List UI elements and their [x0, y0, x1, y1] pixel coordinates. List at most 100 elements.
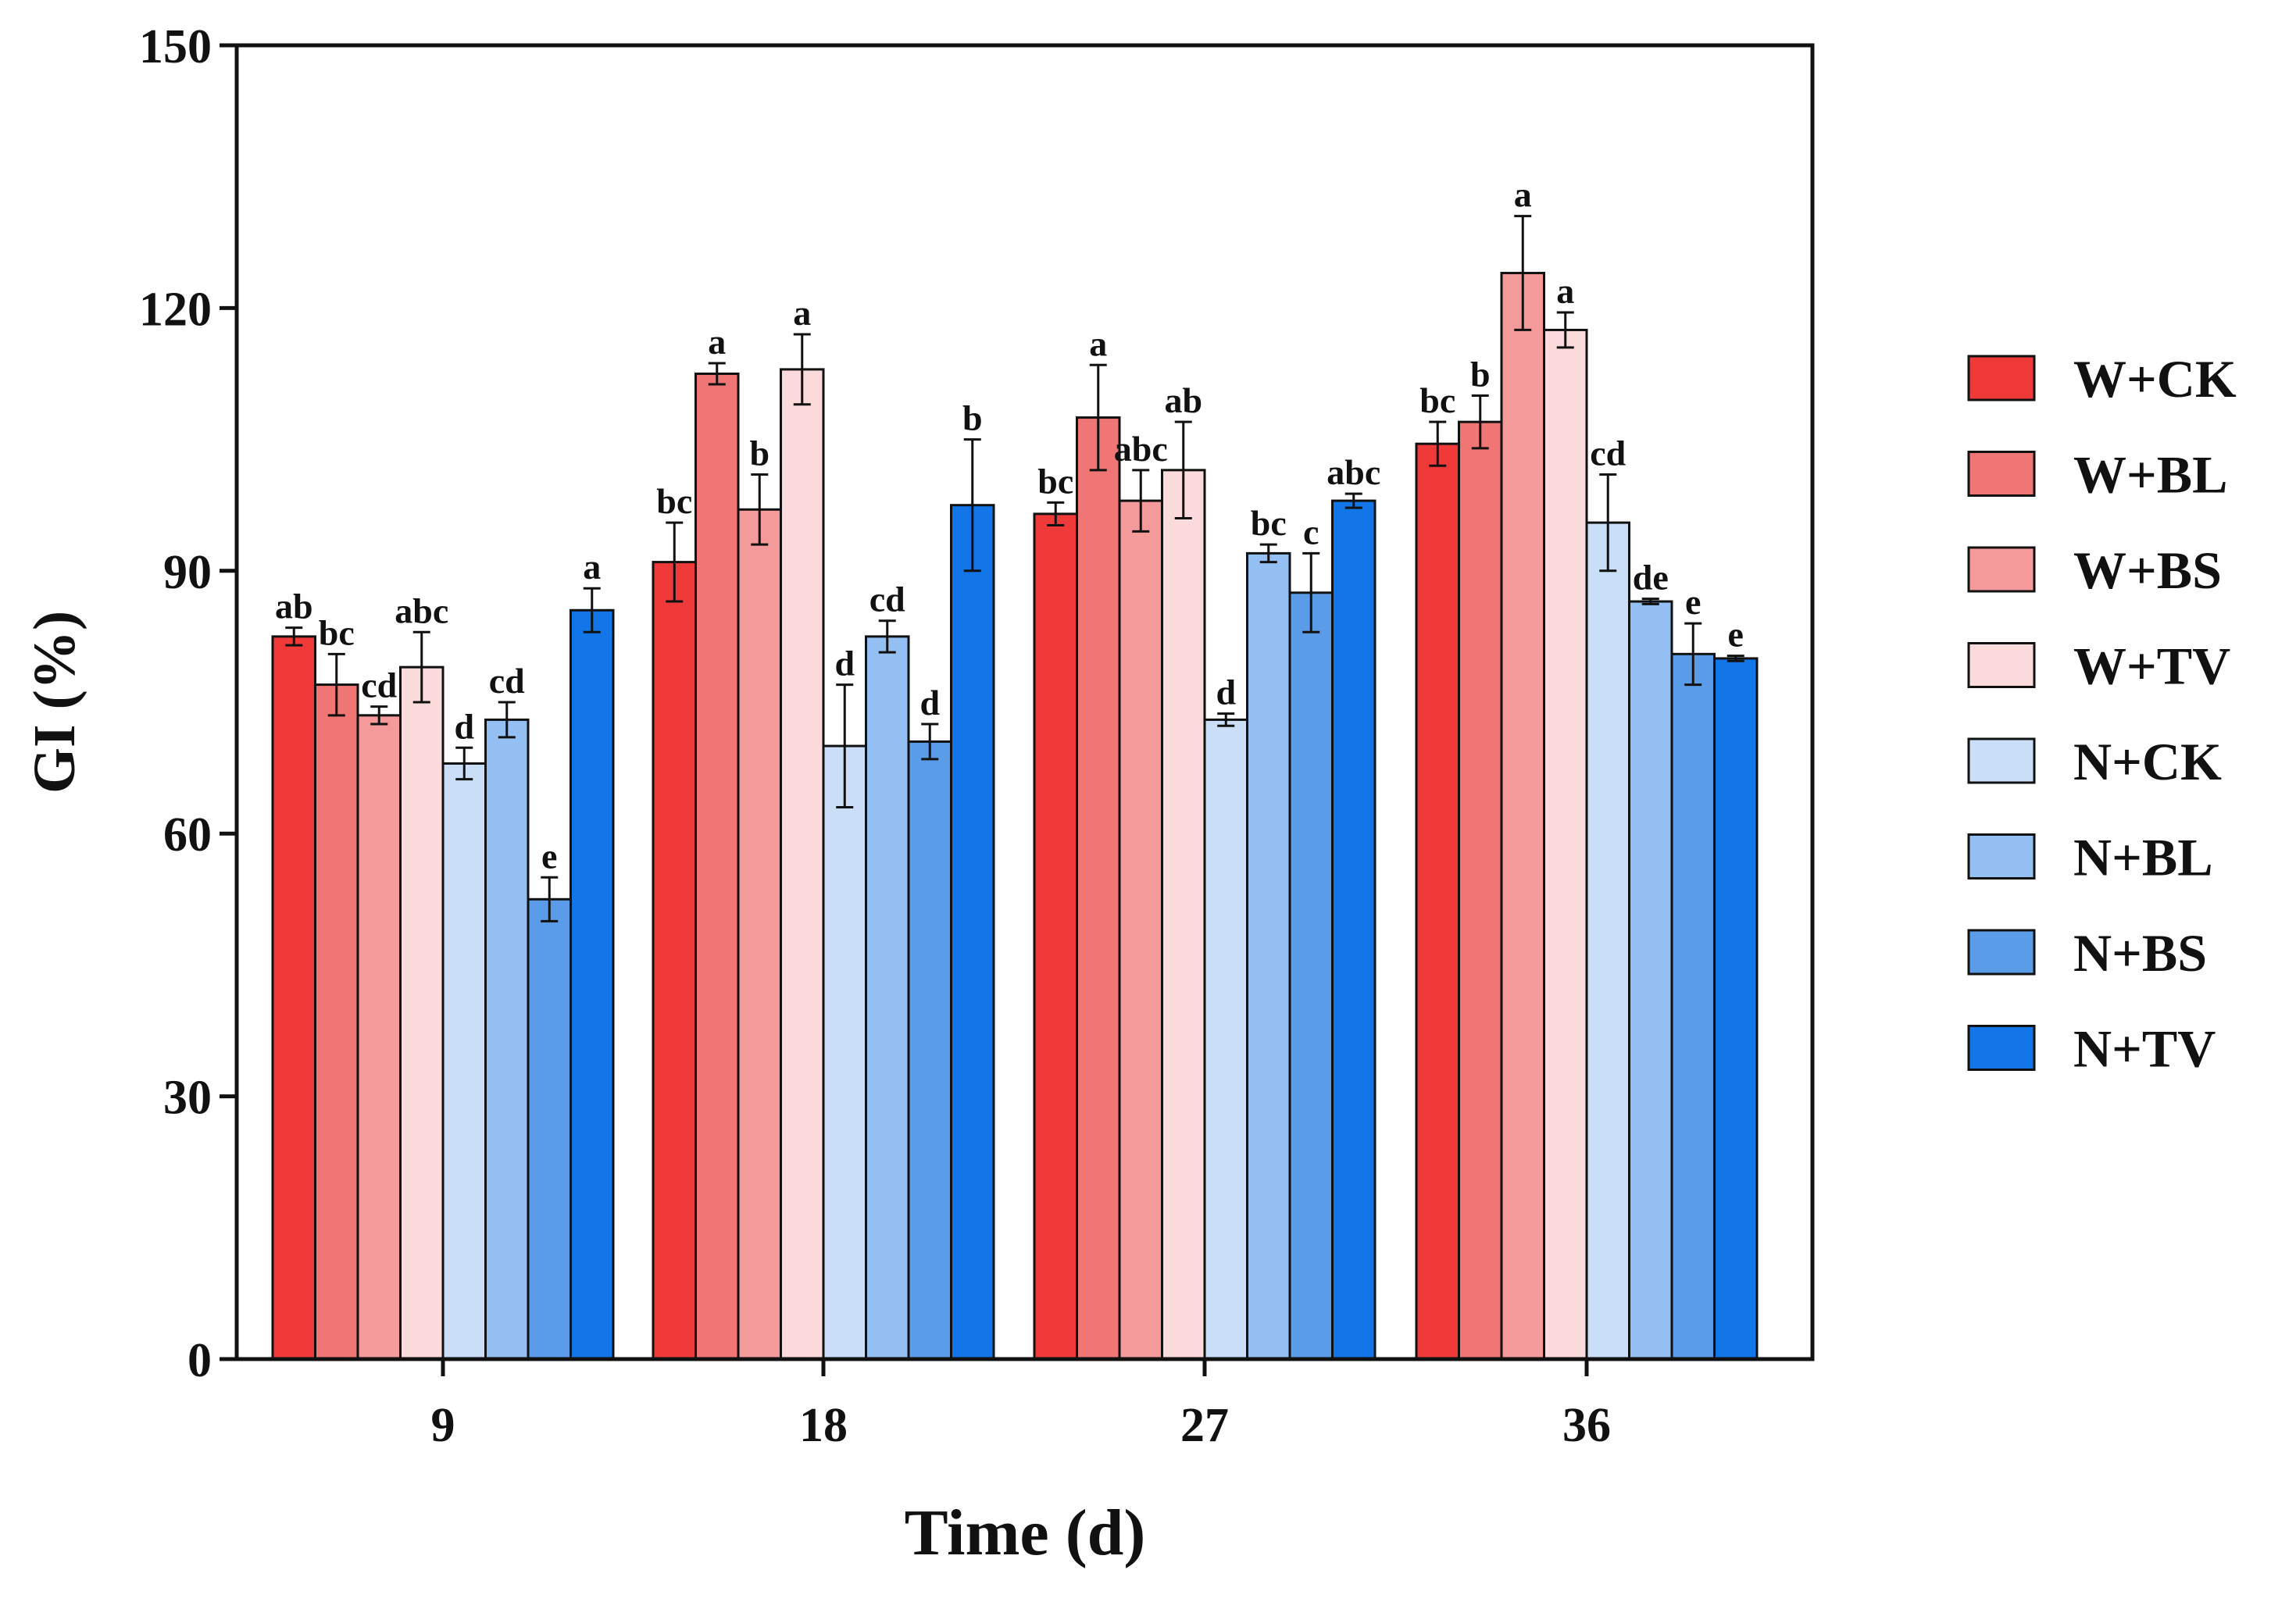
x-tick-label: 9	[431, 1399, 455, 1452]
significance-letter: b	[962, 398, 983, 438]
error-bar-N+BS-day-36	[1684, 622, 1702, 687]
significance-letter: d	[1216, 673, 1236, 712]
error-bar-W+TV-day-27	[1174, 420, 1192, 520]
error-bar-W+TV-day-9	[412, 630, 430, 704]
legend-label: N+TV	[2073, 1019, 2216, 1079]
legend-label: N+BS	[2073, 923, 2207, 983]
x-axis-title: Time (d)	[905, 1497, 1146, 1569]
bar-N+BL-day-27	[1246, 551, 1291, 1361]
legend-label: W+TV	[2073, 637, 2230, 696]
legend-item-W+BS: W+BS	[1967, 541, 2222, 600]
bar-N+BS-day-36	[1670, 652, 1716, 1361]
y-tick-label: 0	[187, 1334, 212, 1387]
bar-N+CK-day-9	[441, 762, 487, 1361]
legend-swatch	[1967, 451, 2036, 497]
legend-item-N+TV: N+TV	[1967, 1019, 2216, 1079]
legend-item-W+CK: W+CK	[1967, 349, 2237, 409]
significance-letter: a	[1514, 175, 1532, 215]
significance-letter: bc	[1419, 380, 1455, 420]
significance-letter: e	[1728, 615, 1744, 655]
error-bar-W+BS-day-18	[751, 473, 769, 546]
legend-item-W+BL: W+BL	[1967, 445, 2227, 505]
bar-N+CK-day-18	[822, 744, 867, 1361]
significance-letter: d	[454, 706, 474, 746]
significance-letter: cd	[869, 580, 905, 619]
significance-letter: cd	[361, 665, 397, 705]
significance-letter: bc	[656, 481, 692, 521]
bars-layer	[271, 272, 1759, 1361]
error-bar-W+BS-day-36	[1514, 215, 1532, 331]
bar-W+BS-day-18	[737, 508, 782, 1361]
significance-letter: d	[834, 644, 855, 683]
significance-letter: cd	[489, 661, 525, 701]
significance-letter: ab	[1164, 380, 1202, 420]
significance-letter: cd	[1590, 433, 1626, 473]
bar-N+BS-day-9	[527, 897, 572, 1361]
error-bar-W+CK-day-36	[1429, 420, 1447, 467]
bar-W+CK-day-27	[1033, 512, 1078, 1361]
legend-swatch	[1967, 737, 2036, 784]
error-bar-N+TV-day-36	[1726, 655, 1744, 662]
y-tick-label: 90	[163, 546, 212, 599]
error-bar-N+TV-day-18	[963, 438, 981, 573]
bar-W+BL-day-18	[695, 373, 740, 1361]
bar-W+CK-day-9	[271, 635, 316, 1361]
significance-letter: bc	[1037, 461, 1073, 501]
legend: W+CK W+BL W+BS W+TV N+CK N+BL N+BS N+TV	[1967, 349, 2237, 1079]
legend-item-N+BS: N+BS	[1967, 923, 2207, 983]
significance-letter: abc	[1114, 429, 1168, 469]
bar-W+TV-day-18	[780, 368, 825, 1361]
significance-letter: a	[1556, 271, 1574, 311]
error-bar-N+BL-day-9	[498, 701, 516, 739]
y-tick-label: 60	[163, 808, 212, 862]
significance-letter: bc	[1251, 503, 1287, 543]
legend-swatch	[1967, 355, 2036, 401]
bar-W+TV-day-9	[399, 665, 445, 1361]
error-bar-W+CK-day-27	[1047, 501, 1065, 526]
x-tick-label: 27	[1180, 1399, 1229, 1452]
significance-letter: abc	[395, 590, 448, 630]
significance-letter: e	[541, 836, 557, 876]
legend-label: W+BS	[2073, 541, 2222, 600]
legend-item-N+CK: N+CK	[1967, 732, 2222, 791]
error-bar-N+BL-day-18	[878, 619, 896, 654]
bar-N+TV-day-36	[1713, 657, 1759, 1361]
bar-N+CK-day-27	[1203, 718, 1248, 1361]
error-bar-N+CK-day-9	[455, 746, 473, 781]
error-bar-N+BL-day-27	[1259, 543, 1277, 564]
error-bar-W+BS-day-27	[1132, 469, 1150, 533]
legend-swatch	[1967, 1025, 2036, 1071]
error-bar-W+TV-day-18	[793, 333, 811, 406]
y-tick-label: 120	[139, 283, 212, 336]
bar-W+TV-day-27	[1161, 469, 1206, 1361]
error-bar-N+CK-day-27	[1217, 712, 1235, 727]
y-axis: 0 30 60 90 120 150	[139, 20, 237, 1387]
error-bar-N+BS-day-18	[921, 723, 939, 761]
error-bar-W+BL-day-18	[708, 362, 726, 386]
x-axis: 9 18 27 36	[431, 1359, 1611, 1452]
bar-N+BL-day-18	[865, 635, 910, 1361]
bar-W+BS-day-27	[1118, 499, 1163, 1361]
plot-frame	[234, 43, 1815, 1361]
y-tick-label: 150	[139, 20, 212, 73]
y-tick-label: 30	[163, 1072, 212, 1125]
legend-swatch	[1967, 642, 2036, 688]
legend-swatch	[1967, 546, 2036, 593]
significance-letter: ab	[275, 587, 313, 626]
bar-W+BL-day-27	[1076, 416, 1121, 1361]
legend-label: N+BL	[2073, 828, 2213, 887]
legend-label: W+BL	[2073, 445, 2227, 505]
bar-N+TV-day-9	[570, 608, 615, 1361]
legend-item-N+BL: N+BL	[1967, 828, 2213, 887]
legend-label: W+CK	[2073, 349, 2237, 409]
significance-letter: e	[1685, 582, 1701, 622]
error-bar-W+TV-day-36	[1556, 311, 1574, 349]
error-bar-N+BS-day-27	[1302, 551, 1320, 633]
significance-letter: a	[708, 322, 726, 362]
significance-letter: c	[1303, 512, 1319, 551]
x-tick-label: 36	[1562, 1399, 1611, 1452]
error-bar-N+CK-day-36	[1599, 473, 1617, 573]
error-bar-N+CK-day-18	[836, 683, 854, 809]
